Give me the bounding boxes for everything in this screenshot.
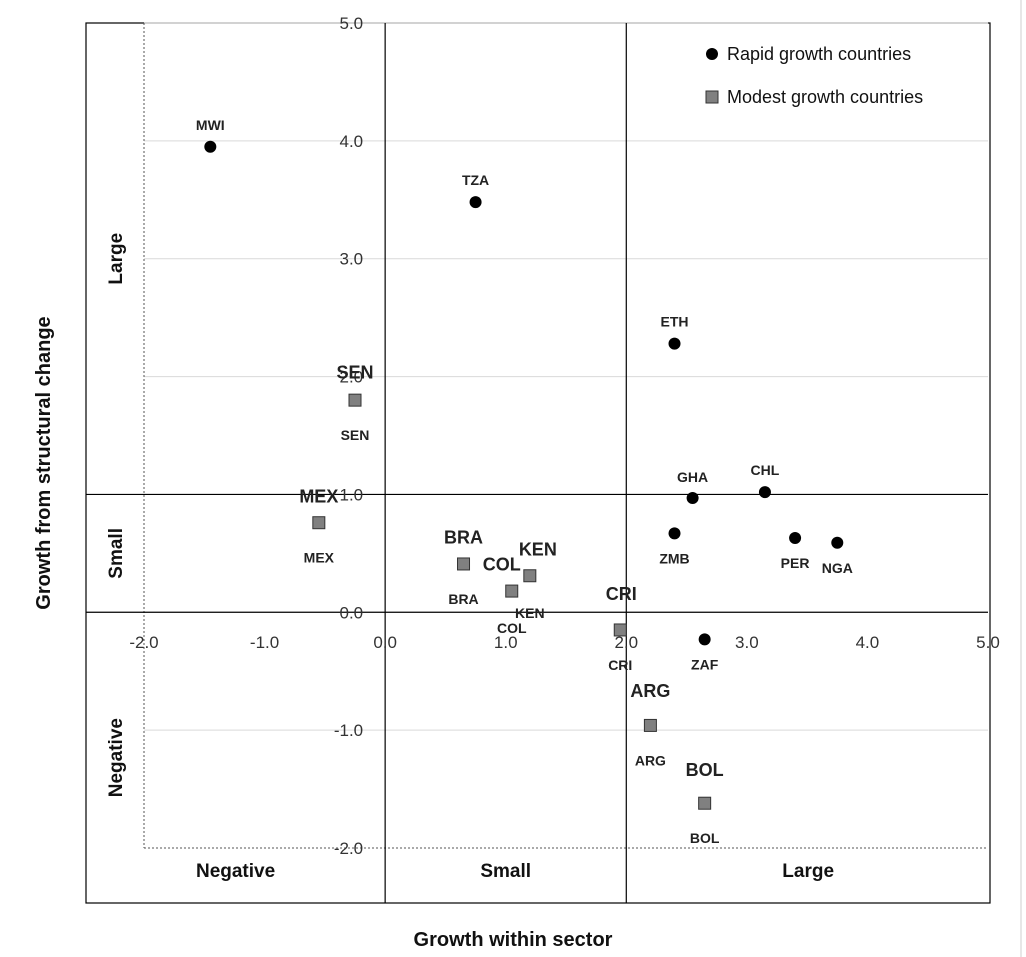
legend-label: Modest growth countries (727, 87, 923, 107)
row-label: Small (106, 528, 127, 579)
x-tick-label: 2.0 (614, 633, 638, 652)
data-label: NGA (822, 560, 853, 576)
data-point (469, 196, 482, 209)
data-label: MWI (196, 117, 225, 133)
x-tick-label: 5.0 (976, 633, 1000, 652)
data-label: COL (497, 620, 527, 636)
data-point (613, 623, 627, 637)
data-label: MEX (304, 550, 335, 566)
column-label: Large (782, 861, 834, 882)
data-label: BRA (448, 591, 478, 607)
y-tick-label: 2.0 (340, 368, 364, 387)
data-label: CHL (751, 462, 780, 478)
data-point (698, 796, 712, 810)
data-label: PER (781, 555, 810, 571)
data-point (668, 527, 681, 540)
data-label: SEN (341, 427, 370, 443)
column-label: Negative (196, 861, 275, 882)
legend-marker (705, 90, 719, 104)
y-tick-label: 3.0 (340, 250, 364, 269)
data-label-large: SEN (336, 363, 373, 383)
data-label: ZAF (691, 656, 719, 672)
data-label: CRI (608, 657, 632, 673)
data-point (643, 718, 657, 732)
data-label: BOL (690, 830, 720, 846)
data-label-large: BOL (686, 760, 724, 780)
row-label: Large (106, 233, 127, 285)
legend-label: Rapid growth countries (727, 44, 911, 64)
data-point (758, 486, 771, 499)
data-point (505, 584, 519, 598)
y-axis-title: Growth from structural change (33, 316, 55, 609)
legend-marker (706, 48, 718, 60)
y-tick-label: 5.0 (340, 14, 364, 33)
data-point (686, 491, 699, 504)
x-tick-label: 3.0 (735, 633, 759, 652)
data-label-large: KEN (519, 539, 557, 559)
data-label: ZMB (659, 550, 689, 566)
data-point (698, 633, 711, 646)
data-point (523, 569, 537, 583)
data-point (204, 140, 217, 153)
data-label: GHA (677, 469, 708, 485)
x-tick-label: -2.0 (129, 633, 158, 652)
y-tick-label: 0.0 (340, 603, 364, 622)
data-label-large: CRI (606, 584, 637, 604)
data-label: ETH (661, 314, 689, 330)
column-label: Small (480, 861, 531, 882)
data-point (457, 557, 471, 571)
x-tick-label: 1.0 (494, 633, 518, 652)
x-tick-label: -1.0 (250, 633, 279, 652)
y-tick-label: 4.0 (340, 132, 364, 151)
data-label-large: COL (483, 555, 521, 575)
x-axis-title: Growth within sector (414, 929, 613, 951)
x-tick-label: 4.0 (856, 633, 880, 652)
data-point (831, 536, 844, 549)
data-point (668, 337, 681, 350)
data-label: TZA (462, 172, 489, 188)
y-tick-label: 1.0 (340, 485, 364, 504)
data-label-large: BRA (444, 528, 483, 548)
data-label: KEN (515, 605, 545, 621)
data-point (348, 393, 362, 407)
row-label: Negative (106, 718, 127, 797)
y-tick-label: -2.0 (334, 839, 363, 858)
data-label-large: ARG (630, 681, 670, 701)
data-label-large: MEX (299, 486, 338, 506)
chart-frame (85, 22, 991, 904)
data-point (312, 516, 326, 530)
data-point (789, 532, 802, 545)
x-tick-label: 0.0 (373, 633, 397, 652)
y-tick-label: -1.0 (334, 721, 363, 740)
data-label: ARG (635, 752, 666, 768)
